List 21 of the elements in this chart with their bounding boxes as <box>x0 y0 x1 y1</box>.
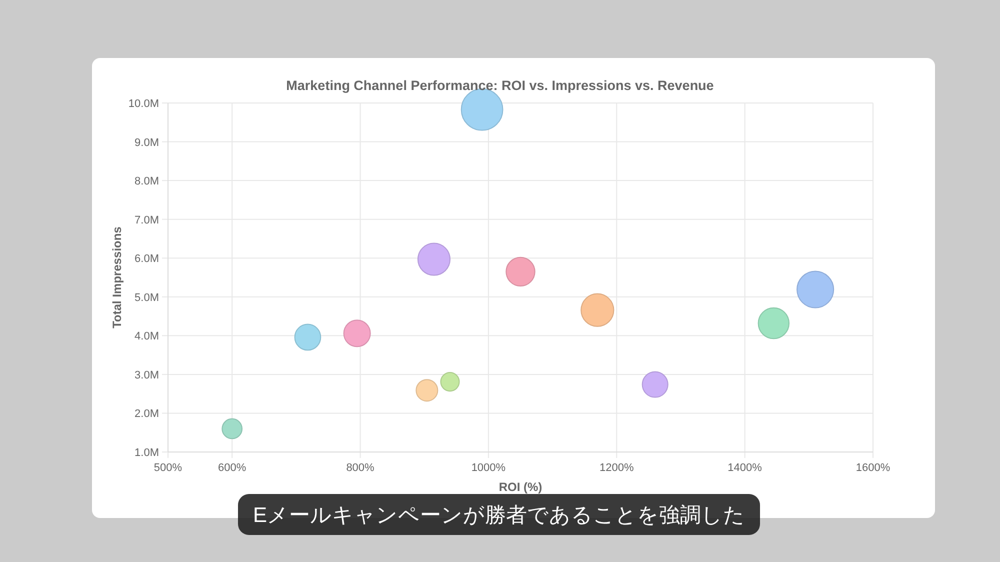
y-tick-label: 4.0M <box>134 330 159 343</box>
x-tick-label: 1200% <box>600 462 634 474</box>
y-tick-label: 2.0M <box>134 408 159 420</box>
y-tick-label: 9.0M <box>134 136 159 149</box>
y-tick-label: 8.0M <box>134 176 159 188</box>
x-tick-label: 1000% <box>471 462 506 474</box>
x-tick-label: 500% <box>154 462 182 474</box>
y-tick-label: 5.0M <box>134 292 159 304</box>
y-tick-label: 3.0M <box>134 369 159 382</box>
y-tick-label: 6.0M <box>134 253 159 266</box>
y-axis-title: Total Impressions <box>110 226 124 328</box>
x-tick-label: 800% <box>346 462 375 474</box>
x-tick-label: 1600% <box>856 462 890 474</box>
y-tick-label: 7.0M <box>134 214 159 226</box>
x-tick-label: 1400% <box>728 462 762 474</box>
x-tick-label: 600% <box>218 462 246 474</box>
text: Eメールキャンペーンが勝者であることを強調した <box>252 504 746 527</box>
y-tick-label: 10.0M <box>128 98 159 110</box>
chart-title: Marketing Channel Performance: ROI vs. Impressions vs. Revenue <box>286 78 714 93</box>
y-tick-label: 1.0M <box>134 447 159 459</box>
x-axis-title: ROI (%) <box>498 480 542 494</box>
